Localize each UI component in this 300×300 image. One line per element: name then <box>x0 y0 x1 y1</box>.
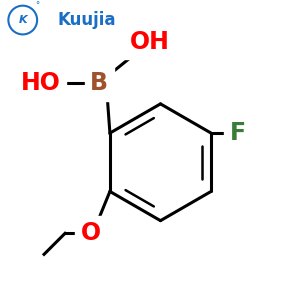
Text: OH: OH <box>130 29 170 53</box>
Text: °: ° <box>35 1 39 10</box>
Text: F: F <box>230 121 246 145</box>
Text: B: B <box>90 71 108 95</box>
Text: K: K <box>18 15 27 25</box>
Text: HO: HO <box>21 71 61 95</box>
Text: Kuujia: Kuujia <box>57 11 116 29</box>
Text: O: O <box>80 221 100 245</box>
